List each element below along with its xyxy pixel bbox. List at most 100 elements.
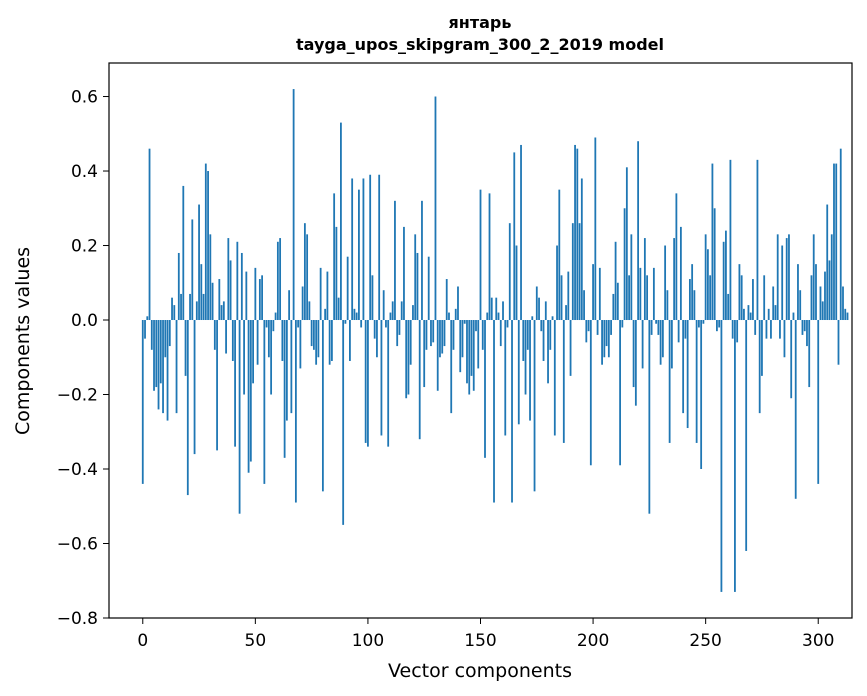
bar	[288, 290, 291, 321]
bar	[189, 293, 191, 321]
bar	[738, 264, 741, 321]
bar	[168, 320, 171, 347]
bar	[394, 200, 396, 321]
bar	[171, 297, 173, 321]
bar	[362, 178, 365, 321]
bar	[477, 320, 480, 369]
bar	[421, 200, 423, 321]
bar	[294, 320, 297, 503]
bar	[806, 320, 808, 347]
bar	[540, 320, 543, 332]
bar	[630, 234, 633, 321]
bar	[668, 320, 671, 443]
bar	[299, 320, 302, 369]
bar-series	[141, 89, 849, 592]
bar	[698, 320, 700, 328]
plot-frame	[108, 62, 853, 619]
bar	[346, 256, 349, 321]
bar	[335, 226, 338, 321]
bar	[231, 320, 234, 361]
bar	[765, 320, 768, 339]
bar	[639, 267, 642, 321]
bar	[216, 320, 218, 451]
bar	[439, 320, 441, 358]
bar	[360, 320, 363, 328]
bar	[587, 320, 590, 332]
bar	[679, 226, 682, 321]
bar	[558, 189, 561, 321]
bar	[767, 308, 770, 321]
bar	[603, 320, 606, 358]
bar	[457, 286, 459, 321]
x-axis-label: Vector components	[388, 660, 572, 682]
bar	[177, 252, 180, 321]
bar	[495, 297, 498, 321]
bar	[276, 241, 279, 321]
bar	[202, 293, 205, 321]
bar	[711, 163, 714, 321]
bar	[376, 320, 378, 358]
bar	[436, 320, 439, 391]
y-tick-label: −0.2	[57, 386, 98, 406]
bar	[373, 320, 376, 339]
bar	[144, 320, 146, 339]
bar	[324, 308, 327, 321]
bar	[707, 249, 709, 321]
bar	[797, 264, 799, 321]
bar	[529, 320, 531, 421]
bar	[513, 152, 516, 321]
bar	[484, 320, 486, 458]
bar	[499, 320, 502, 347]
bar	[236, 241, 239, 321]
bar	[571, 223, 574, 321]
bar	[319, 267, 322, 321]
bar	[812, 234, 815, 321]
bar	[670, 320, 673, 369]
bar	[472, 320, 475, 391]
bar	[747, 305, 750, 321]
bar	[610, 320, 612, 335]
bar	[488, 193, 491, 321]
bar	[774, 305, 777, 321]
x-axis-ticks: 0 50 100 150 200 250 300	[137, 618, 834, 651]
bar	[175, 320, 178, 414]
y-axis-label: Components values	[12, 247, 34, 435]
bar	[664, 245, 667, 321]
bar	[659, 320, 662, 365]
bar	[574, 144, 576, 321]
bar	[524, 320, 527, 395]
bar	[526, 320, 529, 350]
bar	[661, 320, 664, 358]
bar	[607, 320, 610, 358]
bar	[418, 320, 421, 440]
bar	[556, 245, 558, 321]
bar	[562, 320, 565, 443]
bar	[643, 238, 646, 321]
bar	[583, 290, 585, 321]
bar	[195, 301, 198, 321]
bar	[243, 320, 245, 395]
bar	[754, 320, 757, 335]
bar	[718, 320, 721, 328]
bar	[790, 320, 793, 399]
y-axis-ticks: −0.8 −0.6 −0.4 −0.2 0.0 0.2 0.4 0.6	[57, 88, 109, 629]
bar	[387, 320, 390, 447]
bar	[182, 185, 185, 321]
bar	[691, 264, 694, 321]
bar	[808, 320, 811, 388]
bar	[623, 208, 626, 321]
bar	[349, 320, 351, 361]
bar	[344, 320, 347, 324]
bar	[533, 320, 536, 492]
bar	[423, 320, 426, 388]
bar	[605, 320, 608, 347]
chart-subtitle: tayga_upos_skipgram_300_2_2019 model	[296, 35, 664, 54]
bar	[821, 301, 824, 321]
bar	[589, 320, 592, 466]
bar	[655, 320, 658, 324]
bar	[725, 230, 727, 321]
bar	[538, 297, 540, 321]
bar	[213, 320, 216, 350]
bar	[594, 137, 597, 321]
bar	[166, 320, 169, 421]
